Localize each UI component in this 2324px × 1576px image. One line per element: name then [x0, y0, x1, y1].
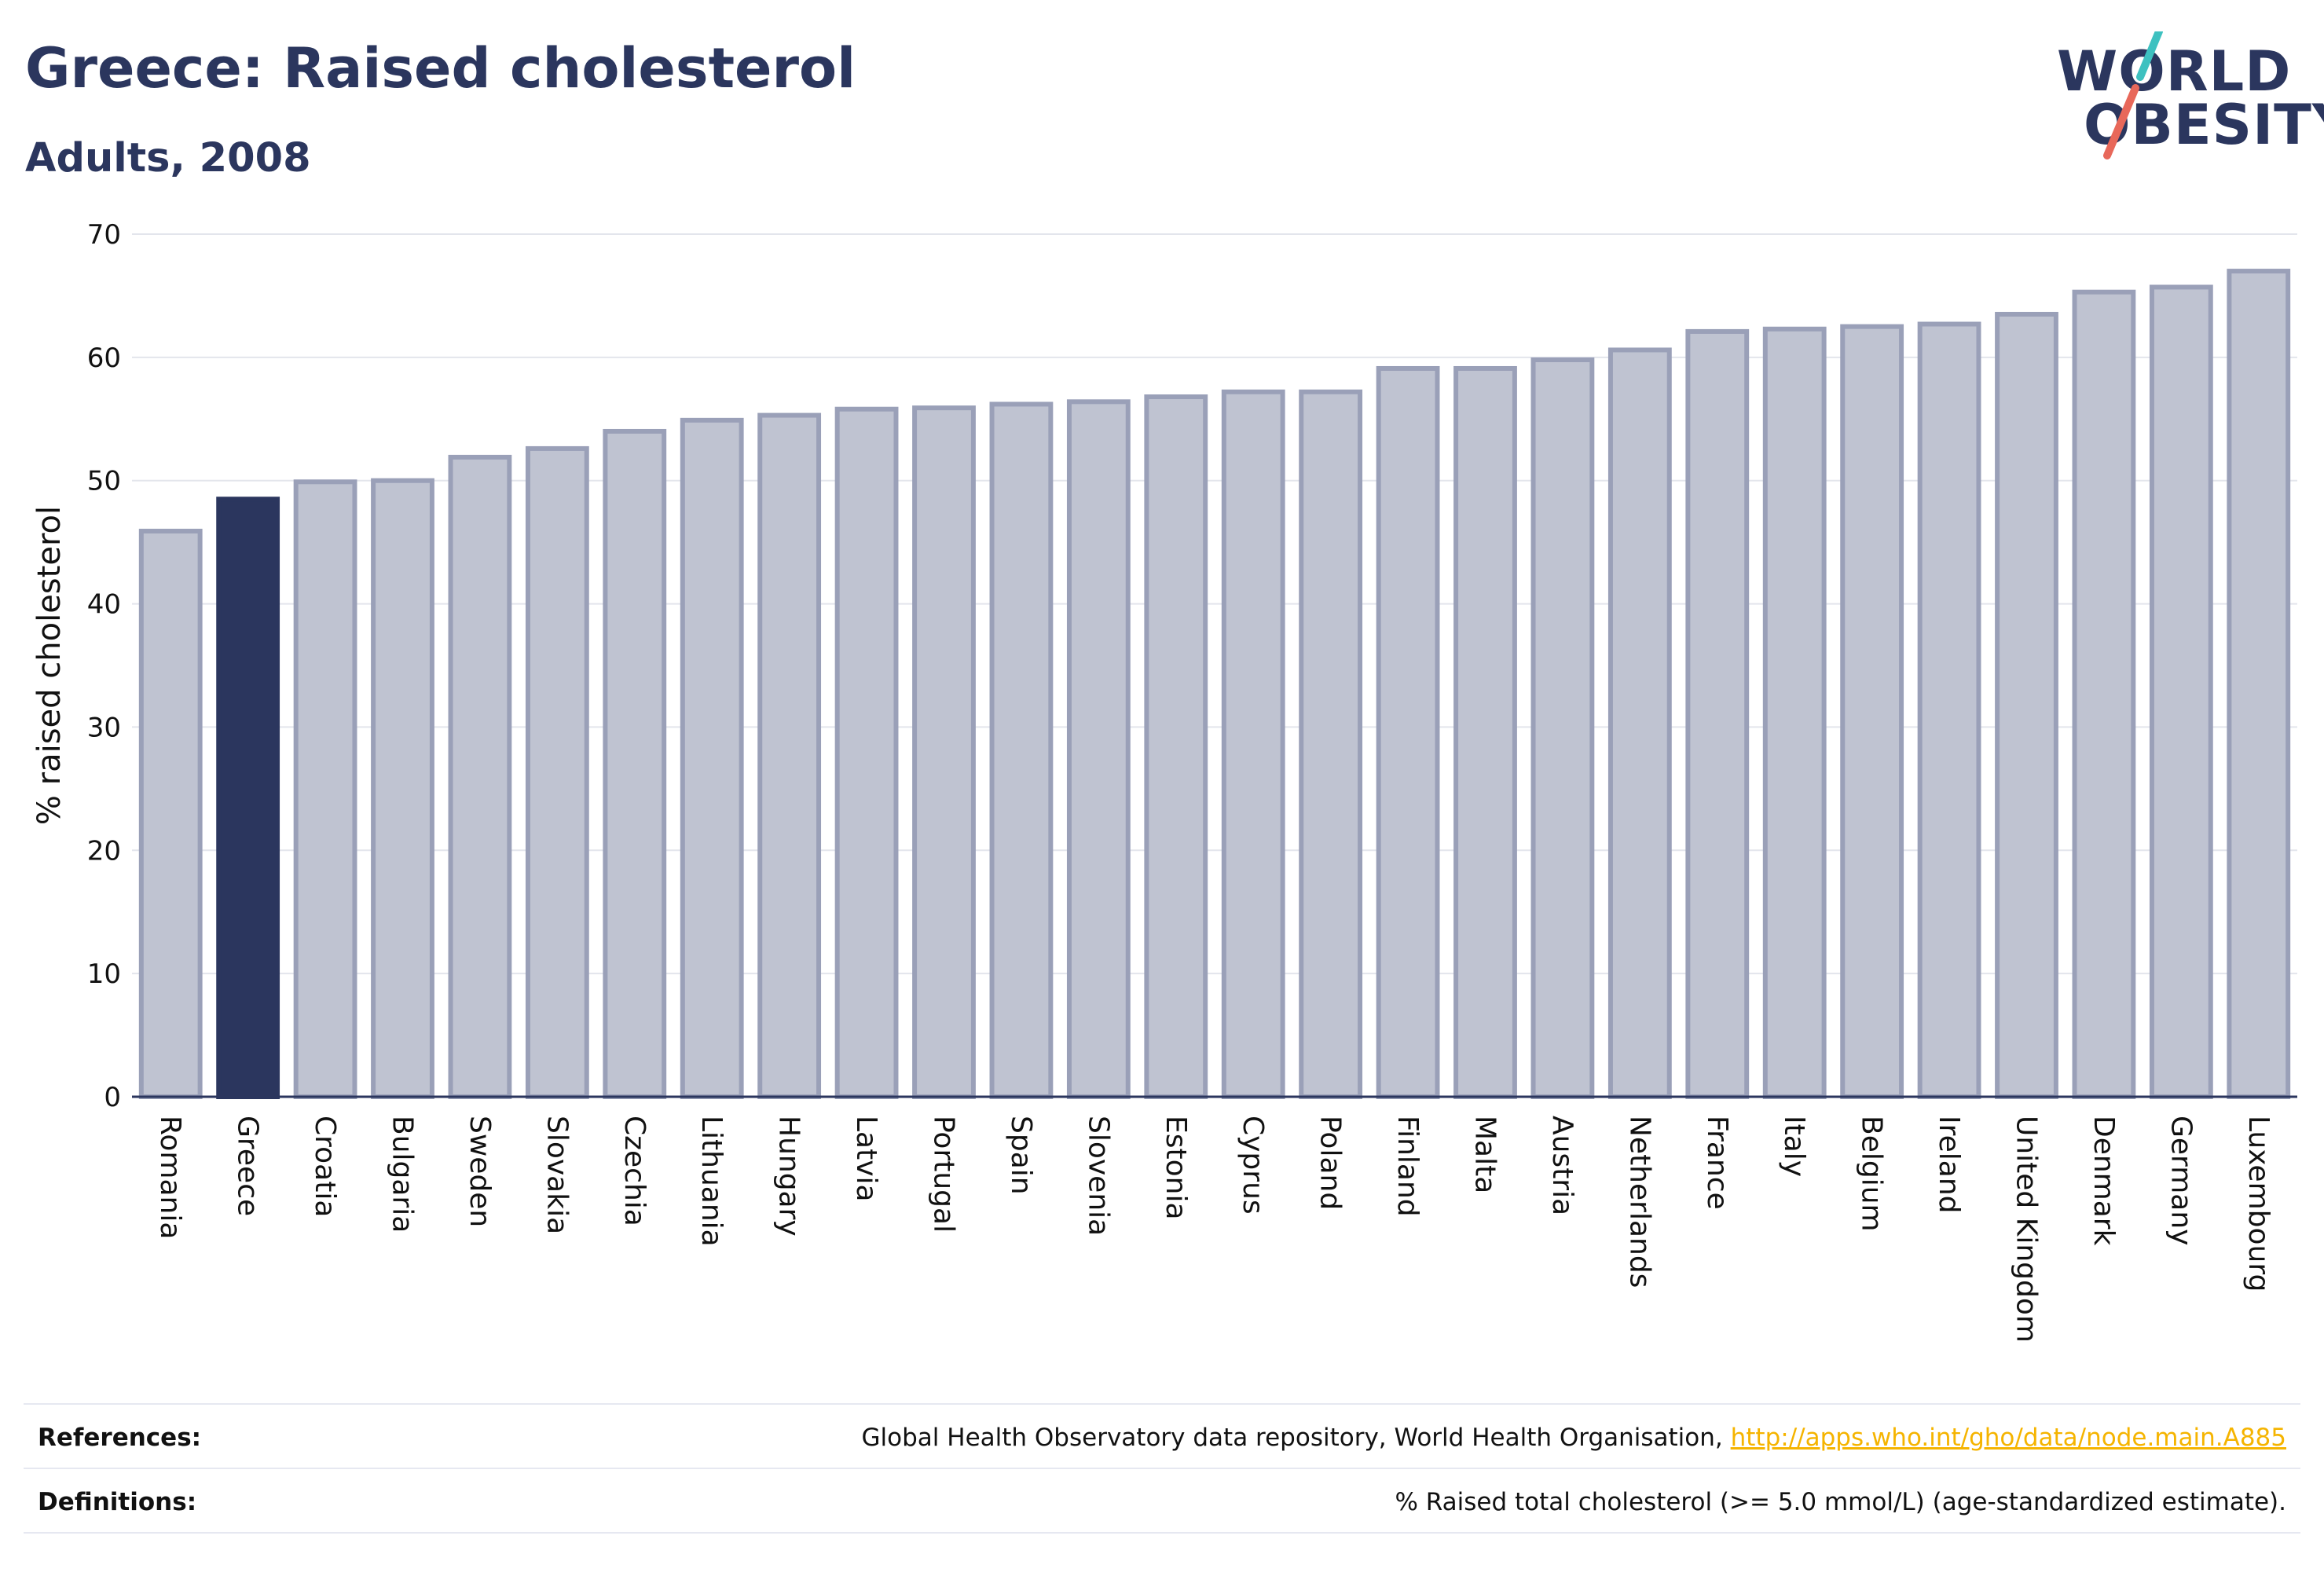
bar-bulgaria	[371, 478, 434, 1099]
x-tick-label: France	[1701, 1116, 1733, 1210]
y-tick-label: 10	[87, 958, 121, 990]
bar-italy	[1762, 326, 1827, 1099]
x-tick-label: Slovenia	[1082, 1116, 1114, 1236]
bar-slovenia	[1066, 399, 1131, 1099]
x-tick-label: Denmark	[2088, 1116, 2120, 1246]
definitions-row: Definitions: % Raised total cholesterol …	[24, 1468, 2300, 1532]
bar-croatia	[293, 479, 357, 1100]
y-tick-label: 60	[87, 343, 121, 374]
y-axis-label: % raised cholesterol	[31, 506, 68, 825]
footer-divider	[24, 1532, 2300, 1534]
x-tick-label: Estonia	[1160, 1116, 1192, 1220]
references-row: References: Global Health Observatory da…	[24, 1403, 2300, 1468]
bar-romania	[138, 529, 203, 1100]
bar-hungary	[757, 412, 822, 1099]
bars	[138, 269, 2291, 1100]
x-tick-label: Malta	[1469, 1116, 1501, 1193]
x-tick-label: Finland	[1391, 1116, 1424, 1217]
bar-finland	[1376, 365, 1440, 1099]
definitions-label: Definitions:	[38, 1488, 197, 1516]
bar-netherlands	[1607, 347, 1672, 1099]
logo-text-world: WORLD	[2057, 39, 2292, 104]
world-obesity-logo: WORLD OBESITY	[2047, 31, 2324, 165]
x-tick-label: Ireland	[1933, 1116, 1965, 1214]
bar-germany	[2149, 284, 2213, 1099]
x-tick-label: Czechia	[618, 1116, 651, 1226]
bar-czechia	[603, 428, 667, 1099]
x-tick-label: Sweden	[464, 1116, 496, 1227]
bar-austria	[1530, 357, 1595, 1100]
y-tick-label: 40	[87, 589, 121, 621]
x-tick-label: Portugal	[928, 1116, 960, 1233]
bar-sweden	[448, 454, 512, 1099]
y-tick-label: 20	[87, 835, 121, 867]
bar-estonia	[1144, 394, 1208, 1099]
references-link[interactable]: http://apps.who.int/gho/data/node.main.A…	[1730, 1424, 2286, 1452]
references-value: Global Health Observatory data repositor…	[862, 1424, 2286, 1452]
x-tick-label: Austria	[1546, 1116, 1578, 1215]
x-tick-label: Spain	[1005, 1116, 1037, 1195]
x-tick-label: Romania	[154, 1116, 186, 1239]
x-tick-label: Latvia	[850, 1116, 882, 1202]
bar-denmark	[2072, 289, 2136, 1099]
x-tick-label: Luxembourg	[2242, 1116, 2275, 1292]
chart-title: Greece: Raised cholesterol	[25, 36, 856, 101]
x-tick-label: Germany	[2165, 1116, 2197, 1245]
x-tick-label: Lithuania	[695, 1116, 728, 1247]
x-tick-label: Belgium	[1856, 1116, 1888, 1232]
x-tick-label: United Kingdom	[2011, 1116, 2043, 1343]
bar-ireland	[1917, 321, 1981, 1099]
bar-chart: 0 10 20 30 40 50 60 70 Romania Greece Croatia Bulga…	[31, 219, 2297, 1343]
x-tick-label: Hungary	[773, 1116, 805, 1237]
bar-cyprus	[1221, 389, 1285, 1099]
bar-poland	[1299, 389, 1363, 1099]
definitions-value: % Raised total cholesterol (>= 5.0 mmol/…	[1395, 1488, 2286, 1516]
logo-slash-icon	[2103, 31, 2163, 159]
bar-spain	[989, 401, 1054, 1100]
references-label: References:	[38, 1424, 202, 1452]
y-tick-label: 30	[87, 712, 121, 743]
x-tick-label: Slovakia	[541, 1116, 573, 1234]
x-tick-label: Bulgaria	[387, 1116, 419, 1233]
bar-latvia	[834, 406, 899, 1100]
bar-slovakia	[525, 445, 589, 1099]
x-tick-label: Italy	[1778, 1116, 1810, 1177]
x-tick-label: Cyprus	[1237, 1116, 1269, 1215]
bar-belgium	[1840, 324, 1904, 1099]
chart-subtitle: Adults, 2008	[25, 135, 311, 181]
y-tick-label: 0	[104, 1082, 121, 1113]
y-tick-label: 70	[87, 219, 121, 251]
bar-greece	[216, 497, 280, 1099]
bar-france	[1685, 328, 1750, 1100]
x-tick-label: Greece	[232, 1116, 264, 1216]
bar-lithuania	[680, 417, 744, 1099]
x-tick-label: Netherlands	[1623, 1116, 1655, 1288]
x-tick-label: Poland	[1314, 1116, 1347, 1210]
x-tick-label: Croatia	[309, 1116, 341, 1217]
axes: 0 10 20 30 40 50 60 70 Romania Greece Croatia Bulga…	[87, 219, 2297, 1343]
bar-united-kingdom	[1995, 311, 2058, 1099]
bar-luxembourg	[2227, 269, 2291, 1100]
references-text: Global Health Observatory data repositor…	[861, 1424, 1731, 1452]
bar-malta	[1453, 365, 1517, 1099]
bar-portugal	[912, 405, 976, 1099]
y-tick-label: 50	[87, 466, 121, 497]
